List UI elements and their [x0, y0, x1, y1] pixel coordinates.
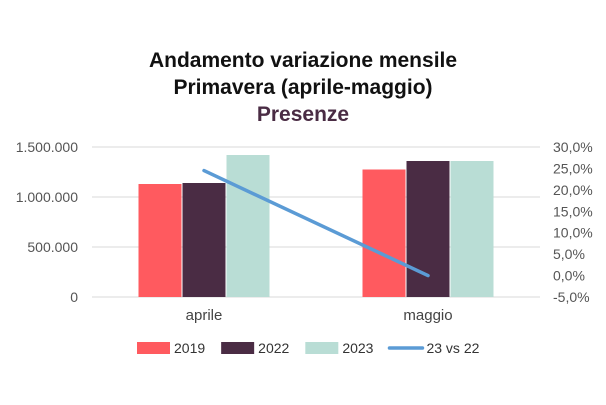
category-label: maggio: [403, 307, 452, 324]
left-tick-label: 1.000.000: [16, 189, 78, 205]
legend-swatch: [137, 342, 170, 354]
right-axis: -5,0% 0,0% 5,0% 10,0% 15,0% 20,0% 25,0% 30,0%: [553, 139, 593, 305]
series-line: [202, 168, 430, 278]
right-tick-label: 20,0%: [553, 182, 593, 198]
right-tick-label: 5,0%: [553, 246, 585, 262]
category-label: aprile: [186, 307, 223, 324]
legend: 2019 2022 2023 23 vs 22: [137, 340, 480, 356]
chart-title-line1: Andamento variazione mensile: [149, 49, 457, 72]
chart-subtitle: Presenze: [257, 103, 349, 126]
right-tick-label: 15,0%: [553, 203, 593, 219]
legend-label: 2022: [258, 340, 289, 356]
right-tick-label: -5,0%: [553, 289, 590, 305]
bar: [182, 183, 226, 297]
left-tick-label: 500.000: [27, 239, 78, 255]
category-axis: aprile maggio: [186, 307, 453, 324]
legend-swatch: [305, 342, 339, 354]
chart-title-line2: Primavera (aprile-maggio): [173, 76, 432, 99]
right-tick-label: 0,0%: [553, 268, 585, 284]
bar-series: [138, 155, 494, 297]
bar: [450, 161, 494, 297]
line-series: [202, 168, 430, 278]
bar: [138, 184, 182, 297]
right-tick-label: 30,0%: [553, 139, 593, 155]
legend-label: 2023: [342, 340, 373, 356]
legend-swatch: [221, 342, 255, 354]
left-tick-label: 1.500.000: [16, 139, 78, 155]
right-tick-label: 25,0%: [553, 160, 593, 176]
bar: [226, 155, 270, 297]
right-tick-label: 10,0%: [553, 225, 593, 241]
left-axis: 0 500.000 1.000.000 1.500.000: [16, 139, 79, 305]
legend-label: 2019: [174, 340, 205, 356]
legend-label: 23 vs 22: [426, 340, 479, 356]
bar: [362, 169, 406, 297]
left-tick-label: 0: [70, 289, 78, 305]
